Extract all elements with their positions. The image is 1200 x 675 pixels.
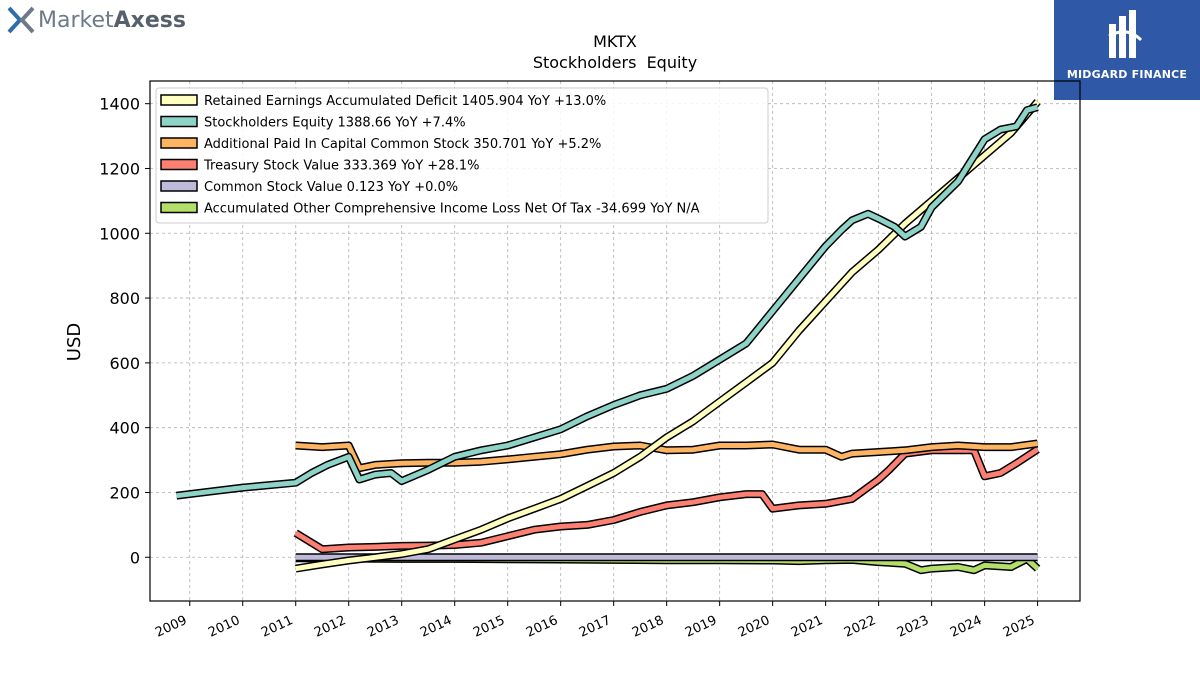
x-tick-label: 2019 — [683, 613, 719, 641]
chart-subtitle: Stockholders Equity — [533, 53, 697, 72]
y-tick-label: 400 — [109, 419, 140, 438]
legend-item: Accumulated Other Comprehensive Income L… — [160, 201, 700, 217]
legend-label: Additional Paid In Capital Common Stock … — [204, 137, 601, 152]
x-tick-label: 2020 — [736, 613, 772, 641]
x-tick-label: 2018 — [630, 613, 666, 641]
y-tick-label: 200 — [109, 483, 140, 502]
marketaxess-wordmark: MarketAxess — [38, 8, 186, 33]
legend: Retained Earnings Accumulated Deficit 14… — [155, 87, 769, 224]
legend-label: Treasury Stock Value 333.369 YoY +28.1% — [203, 159, 480, 174]
legend-item: Treasury Stock Value 333.369 YoY +28.1% — [160, 158, 480, 174]
x-tick-label: 2015 — [471, 613, 507, 641]
y-axis-label: USD — [64, 323, 85, 361]
legend-item: Retained Earnings Accumulated Deficit 14… — [160, 94, 606, 109]
series-stroke — [295, 100, 1040, 572]
series-line-0 — [295, 99, 1041, 573]
x-tick-label: 2012 — [312, 613, 348, 641]
y-tick-label: 0 — [130, 548, 140, 567]
series-stroke — [295, 441, 1038, 471]
x-tick-label: 2013 — [365, 613, 401, 641]
y-tick-label: 800 — [109, 289, 140, 308]
y-tick-label: 600 — [109, 354, 140, 373]
legend-label: Stockholders Equity 1388.66 YoY +7.4% — [204, 116, 466, 131]
x-tick-label: 2023 — [895, 613, 931, 641]
legend-swatch — [160, 158, 198, 171]
series-line-2 — [295, 439, 1039, 473]
logo-light-text: Market — [38, 7, 114, 33]
series-line-1 — [176, 103, 1039, 500]
legend-label: Retained Earnings Accumulated Deficit 14… — [204, 94, 606, 109]
x-tick-label: 2009 — [153, 613, 189, 641]
legend-item: Stockholders Equity 1388.66 YoY +7.4% — [160, 115, 466, 131]
x-tick-label: 2011 — [259, 613, 295, 641]
y-tick-label: 1400 — [99, 95, 140, 114]
x-tick-label: 2021 — [789, 613, 825, 641]
series-layer — [176, 99, 1041, 575]
midgard-monogram-icon — [1108, 10, 1143, 58]
x-tick-label: 2017 — [577, 613, 613, 641]
legend-item: Common Stock Value 0.123 YoY +0.0% — [160, 180, 458, 195]
chart-title: MKTX — [593, 32, 637, 51]
x-tick-label: 2025 — [1001, 613, 1037, 641]
y-tick-label: 1000 — [99, 224, 140, 243]
x-tick-label: 2024 — [948, 613, 984, 641]
x-tick-label: 2022 — [842, 613, 878, 641]
legend-swatch — [160, 180, 198, 192]
legend-item: Additional Paid In Capital Common Stock … — [160, 137, 601, 152]
series-stroke — [176, 104, 1039, 499]
x-tick-label: 2016 — [524, 613, 560, 641]
legend-swatch — [160, 115, 198, 128]
x-tick-label: 2014 — [418, 613, 454, 641]
legend-swatch — [160, 94, 198, 106]
legend-label: Accumulated Other Comprehensive Income L… — [204, 202, 700, 217]
midgard-finance-badge: MIDGARD FINANCE — [1054, 0, 1200, 100]
midgard-finance-label: MIDGARD FINANCE — [1066, 68, 1188, 81]
legend-box — [155, 87, 769, 224]
marketaxess-logo: MarketAxess — [6, 4, 186, 36]
legend-swatch — [160, 137, 198, 149]
legend-swatch — [160, 201, 198, 214]
plot-frame — [149, 80, 1081, 602]
y-tick-label: 1200 — [99, 159, 140, 178]
legend-label: Common Stock Value 0.123 YoY +0.0% — [204, 180, 458, 195]
logo-bold-text: Axess — [113, 7, 186, 33]
marketaxess-x-icon — [7, 6, 35, 34]
x-tick-label: 2010 — [206, 613, 242, 641]
